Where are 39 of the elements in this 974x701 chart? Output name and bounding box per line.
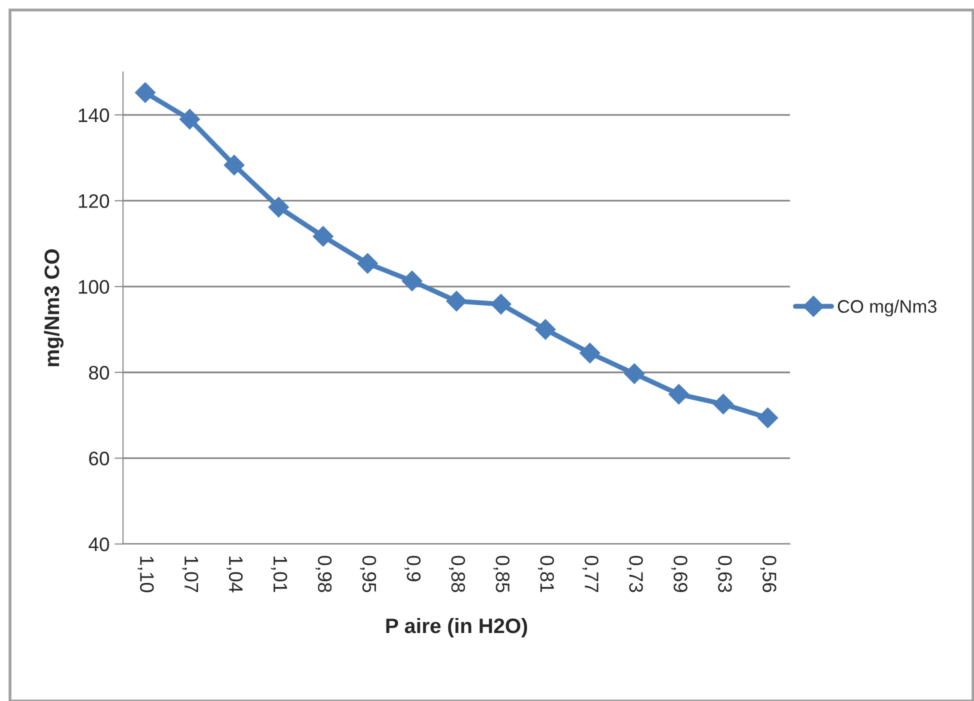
point xyxy=(312,226,334,247)
y-tick-label: 120 xyxy=(78,194,110,208)
y-tick-label: 100 xyxy=(78,280,110,294)
x-tick-label: 0,73 xyxy=(626,556,643,592)
x-tick-label: 0,81 xyxy=(538,556,554,592)
point xyxy=(134,82,156,103)
x-tick-label: 0,98 xyxy=(316,556,332,592)
point xyxy=(712,394,734,414)
x-tick-label: 0,9 xyxy=(404,556,421,582)
point xyxy=(668,384,690,405)
point xyxy=(446,290,467,312)
x-tick-label: 0,56 xyxy=(760,556,776,592)
point xyxy=(179,108,200,130)
point xyxy=(535,319,556,340)
y-tick-label: 40 xyxy=(88,537,110,552)
y-tick-label: 60 xyxy=(89,452,110,466)
y-tick-label: 80 xyxy=(89,366,110,380)
x-tick-label: 0,88 xyxy=(448,556,466,592)
x-tick-label: 1,04 xyxy=(226,556,243,592)
x-tick-label: 0,63 xyxy=(716,556,732,592)
legend-label: CO mg/Nm3 xyxy=(838,300,936,316)
x-tick-label: 0,95 xyxy=(360,556,376,592)
point xyxy=(224,154,245,176)
x-axis-title: P aire (in H2O) xyxy=(386,618,528,638)
y-axis-title: mg/Nm3 CO xyxy=(44,249,64,366)
x-tick-label: 1,01 xyxy=(271,556,288,592)
point xyxy=(357,253,378,274)
x-tick-label: 1,10 xyxy=(138,556,154,592)
point xyxy=(268,196,289,218)
point xyxy=(490,294,512,314)
point xyxy=(402,270,422,292)
x-tick-label: 0,69 xyxy=(671,556,688,592)
y-tick-label: 140 xyxy=(78,108,110,122)
x-tick-label: 0,77 xyxy=(582,556,598,592)
point xyxy=(580,342,600,364)
point xyxy=(757,408,778,428)
x-tick-label: 0,85 xyxy=(493,556,510,592)
x-tick-label: 1,07 xyxy=(182,556,198,592)
point xyxy=(624,363,645,384)
